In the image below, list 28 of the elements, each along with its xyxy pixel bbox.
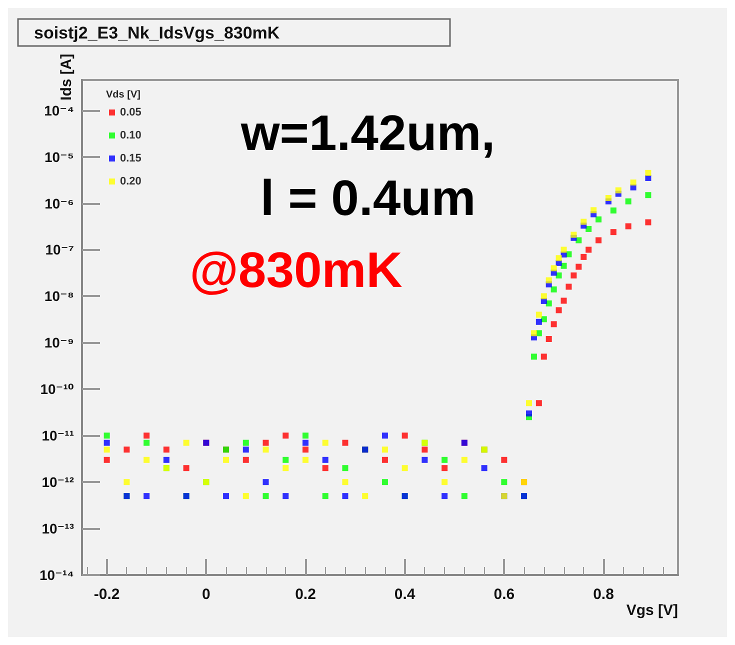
legend-label: 0.10 [120, 130, 142, 142]
y-tick-label: 10⁻¹² [42, 474, 74, 490]
annotation: w=1.42um, [240, 105, 496, 161]
legend-label: 0.20 [120, 176, 142, 188]
y-axis-title: Ids [A] [58, 54, 75, 100]
y-tick-label: 10⁻⁷ [45, 242, 74, 258]
y-tick-label: 10⁻⁹ [44, 334, 74, 351]
legend-label: 0.05 [120, 106, 142, 118]
x-tick-label: 0.2 [295, 586, 316, 603]
x-tick-label: 0.6 [494, 586, 515, 603]
x-axis-title: Vgs [V] [626, 602, 678, 619]
y-tick-label: 10⁻¹⁴ [39, 567, 74, 583]
x-tick-label: 0.8 [593, 586, 614, 603]
x-tick-label: 0.4 [394, 586, 416, 603]
legend-title: Vds [V] [106, 90, 140, 100]
y-tick-label: 10⁻⁵ [44, 148, 74, 165]
y-tick-label: 10⁻¹¹ [42, 428, 74, 444]
y-tick-label: 10⁻¹³ [42, 520, 74, 537]
annotation: l = 0.4um [260, 170, 476, 226]
chart-title: soistj2_E3_Nk_IdsVgs_830mK [34, 24, 280, 42]
x-tick-label: -0.2 [94, 586, 120, 603]
y-tick-label: 10⁻⁴ [44, 102, 74, 118]
y-tick-label: 10⁻⁶ [44, 195, 74, 212]
annotation: @830mK [190, 242, 402, 298]
y-tick-label: 10⁻¹⁰ [40, 381, 74, 398]
legend-label: 0.15 [120, 152, 142, 164]
x-tick-label: 0 [202, 586, 210, 603]
y-tick-label: 10⁻⁸ [44, 288, 74, 304]
